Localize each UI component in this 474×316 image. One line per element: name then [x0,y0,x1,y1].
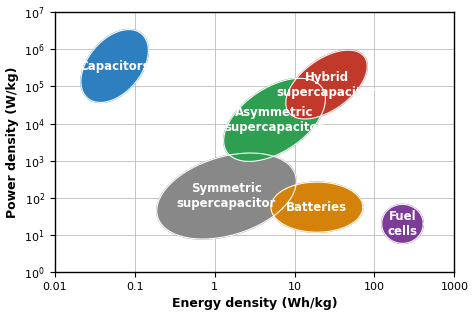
Polygon shape [271,182,363,232]
Text: Capacitors: Capacitors [79,59,150,72]
Text: Asymmetric
supercapacitor: Asymmetric supercapacitor [225,106,324,134]
Y-axis label: Power density (W/kg): Power density (W/kg) [6,66,18,218]
Text: Batteries: Batteries [286,201,347,214]
Text: Hybrid
supercapacitor: Hybrid supercapacitor [277,70,376,99]
Polygon shape [224,78,326,161]
Polygon shape [286,50,367,119]
Text: Symmetric
supercapacitor: Symmetric supercapacitor [177,182,276,210]
X-axis label: Energy density (Wh/kg): Energy density (Wh/kg) [172,297,337,310]
Polygon shape [81,30,148,102]
Polygon shape [382,204,423,243]
Text: Fuel
cells: Fuel cells [387,210,418,238]
Polygon shape [157,153,296,239]
